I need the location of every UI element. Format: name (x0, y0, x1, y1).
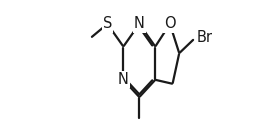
Text: Br: Br (197, 30, 213, 45)
Text: N: N (118, 72, 129, 87)
Text: N: N (134, 16, 145, 31)
Text: O: O (164, 16, 176, 31)
Text: S: S (103, 16, 112, 31)
